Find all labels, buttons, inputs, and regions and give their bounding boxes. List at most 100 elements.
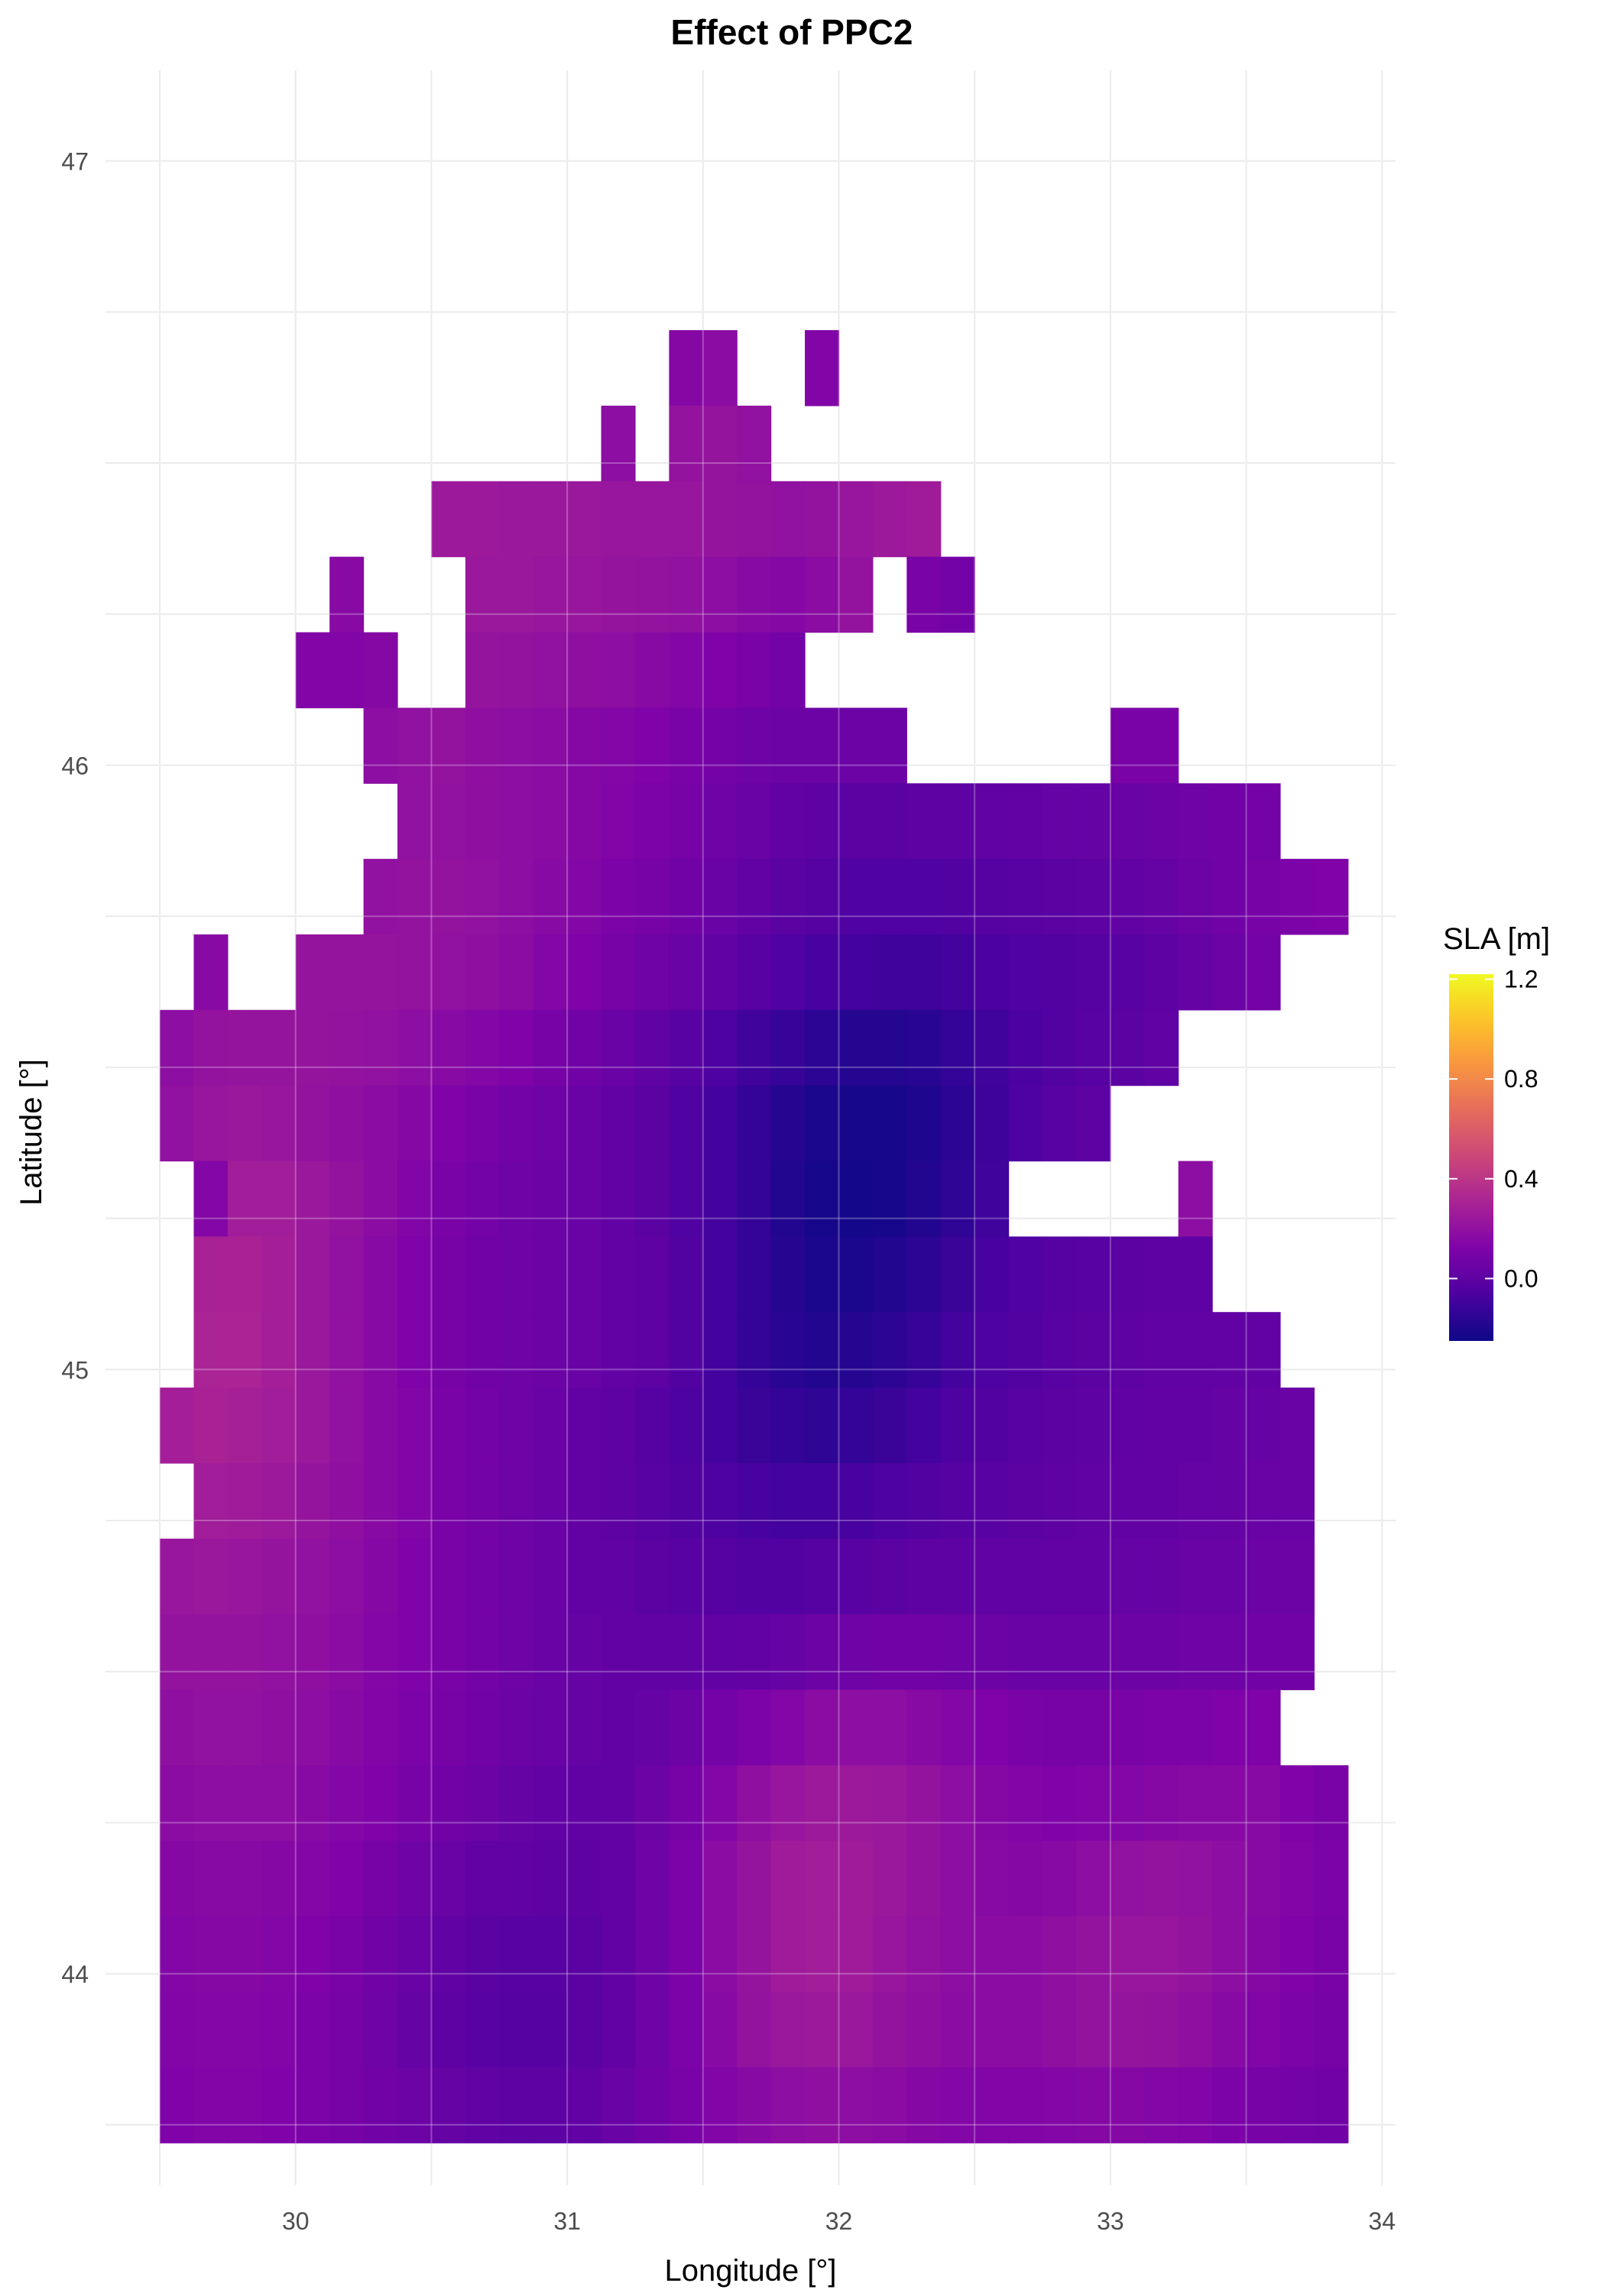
heatmap-cell [1144, 1841, 1179, 1917]
heatmap-cell [737, 405, 772, 482]
heatmap-cell [1144, 1312, 1179, 1388]
heatmap-cell [770, 1916, 806, 1993]
heatmap-cells [160, 330, 1349, 2144]
heatmap-cell [261, 1462, 297, 1540]
heatmap-cell [1246, 1538, 1281, 1615]
heatmap-cell [465, 783, 500, 860]
heatmap-cell [737, 2067, 772, 2144]
heatmap-cell [770, 934, 806, 1011]
heatmap-cell [1110, 1388, 1145, 1464]
heatmap-cell [1110, 2067, 1145, 2144]
heatmap-cell [1246, 1462, 1281, 1540]
heatmap-cell [1246, 1916, 1281, 1993]
heatmap-cell [872, 859, 907, 935]
heatmap-cell [533, 1085, 568, 1162]
heatmap-cell [974, 1236, 1010, 1313]
heatmap-cell [669, 556, 704, 633]
heatmap-cell [465, 1765, 500, 1841]
heatmap-cell [838, 1916, 874, 1993]
heatmap-cell [702, 1765, 738, 1841]
heatmap-cell [363, 1462, 398, 1540]
heatmap-cell [601, 481, 636, 558]
heatmap-cell [634, 934, 670, 1011]
y-axis-label: Latitude [°] [15, 1059, 48, 1206]
heatmap-cell [906, 1765, 942, 1841]
heatmap-cell [1246, 1388, 1281, 1464]
heatmap-cell [702, 1388, 738, 1464]
heatmap-cell [193, 1916, 229, 1993]
heatmap-cell [669, 1009, 704, 1086]
heatmap-cell [329, 1916, 365, 1993]
heatmap-cell [906, 1085, 942, 1162]
heatmap-cell [634, 708, 670, 784]
heatmap-cell [329, 1689, 365, 1766]
heatmap-cell [1212, 934, 1247, 1011]
heatmap-cell [1110, 1765, 1145, 1841]
heatmap-cell [397, 1085, 433, 1162]
heatmap-cell [533, 1161, 568, 1237]
heatmap-cell [1212, 1916, 1247, 1993]
heatmap-cell [770, 1538, 806, 1615]
heatmap-cell [1008, 1312, 1043, 1388]
heatmap-cell [974, 934, 1010, 1011]
heatmap-cell [838, 1462, 874, 1540]
heatmap-cell [193, 1312, 229, 1388]
heatmap-cell [533, 1765, 568, 1841]
heatmap-cell [669, 708, 704, 784]
heatmap-cell [634, 1161, 670, 1237]
heatmap-cell [329, 1538, 365, 1615]
heatmap-cell [838, 1236, 874, 1313]
heatmap-cell [702, 1689, 738, 1766]
heatmap-cell [160, 1916, 195, 1993]
heatmap-cell [329, 1991, 365, 2068]
heatmap-cell [465, 1085, 500, 1162]
heatmap-cell [431, 1161, 466, 1237]
heatmap-cell [1076, 1689, 1111, 1766]
heatmap-cell [533, 481, 568, 558]
heatmap-cell [974, 1388, 1010, 1464]
heatmap-cell [838, 783, 874, 860]
heatmap-cell [601, 1991, 636, 2068]
heatmap-cell [533, 859, 568, 935]
heatmap-cell [193, 1841, 229, 1917]
heatmap-cell [1008, 1388, 1043, 1464]
heatmap-cell [601, 556, 636, 633]
heatmap-cell [805, 1388, 840, 1464]
heatmap-cell [1076, 1312, 1111, 1388]
heatmap-cell [1144, 1538, 1179, 1615]
heatmap-cell [770, 1312, 806, 1388]
heatmap-cell [906, 481, 942, 558]
heatmap-cell [838, 1085, 874, 1162]
heatmap-cell [1246, 859, 1281, 935]
heatmap-cell [329, 632, 365, 708]
heatmap-cell [1178, 1765, 1213, 1841]
heatmap-cell [906, 1689, 942, 1766]
heatmap-cell [1246, 1841, 1281, 1917]
heatmap-cell [160, 1388, 195, 1464]
heatmap-cell [1212, 1765, 1247, 1841]
heatmap-cell [295, 1009, 330, 1086]
heatmap-cell [805, 1312, 840, 1388]
heatmap-cell [193, 1614, 229, 1691]
heatmap-cell [601, 1161, 636, 1237]
heatmap-cell [1178, 1614, 1213, 1691]
heatmap-cell [669, 330, 704, 406]
x-tick-label: 33 [1097, 2207, 1124, 2235]
heatmap-cell [634, 1841, 670, 1917]
heatmap-cell [1008, 1991, 1043, 2068]
heatmap-cell [669, 405, 704, 482]
heatmap-cell [533, 2067, 568, 2144]
heatmap-cell [567, 1462, 602, 1540]
heatmap-cell [669, 1236, 704, 1313]
heatmap-cell [1178, 1462, 1213, 1540]
heatmap-cell [261, 1916, 297, 1993]
heatmap-cell [431, 934, 466, 1011]
heatmap-cell [567, 556, 602, 633]
heatmap-cell [940, 859, 975, 935]
heatmap-cell [1110, 1614, 1145, 1691]
heatmap-cell [261, 1765, 297, 1841]
heatmap-cell [805, 1009, 840, 1086]
heatmap-cell [1110, 1991, 1145, 2068]
heatmap-cell [1178, 2067, 1213, 2144]
heatmap-cell [363, 1236, 398, 1313]
